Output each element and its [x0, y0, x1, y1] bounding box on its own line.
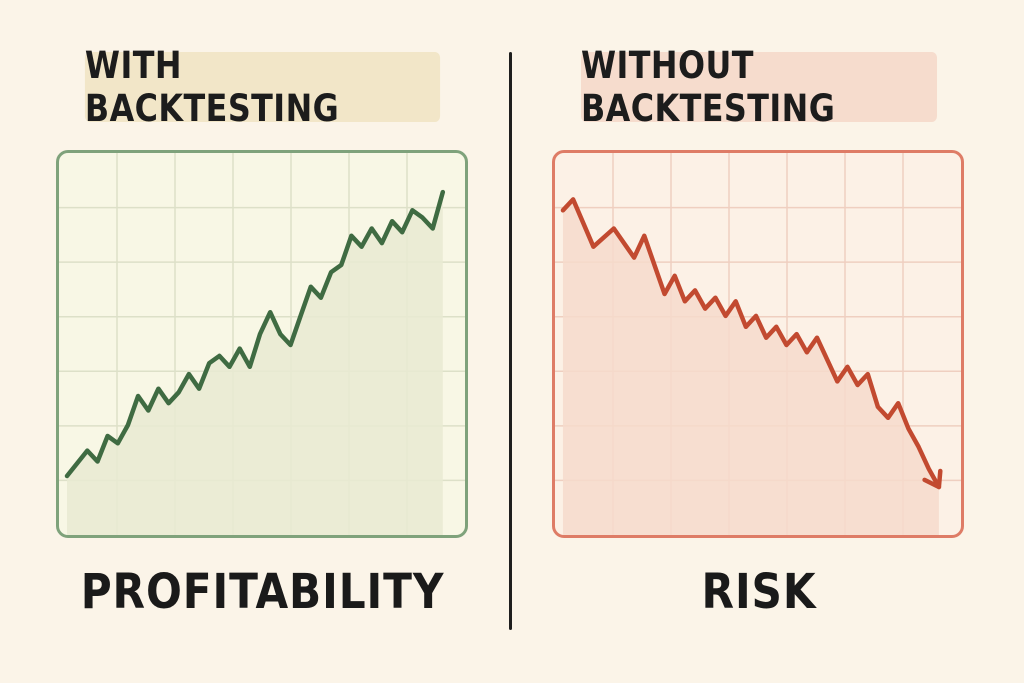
- risk-chart: [552, 150, 964, 538]
- risk-chart-svg: [555, 153, 961, 535]
- profitability-chart-svg: [59, 153, 465, 535]
- center-divider: [509, 52, 512, 630]
- caption-risk: RISK: [701, 564, 817, 620]
- area-fill: [562, 199, 939, 535]
- banner-with-backtesting: WITH BACKTESTING: [84, 44, 441, 130]
- banner-without-backtesting: WITHOUT BACKTESTING: [580, 44, 938, 130]
- profitability-chart: [56, 150, 468, 538]
- falling-line: [560, 197, 942, 490]
- area-fill: [67, 192, 443, 535]
- caption-profitability: PROFITABILITY: [80, 564, 445, 620]
- arrow-down-icon: [922, 468, 943, 490]
